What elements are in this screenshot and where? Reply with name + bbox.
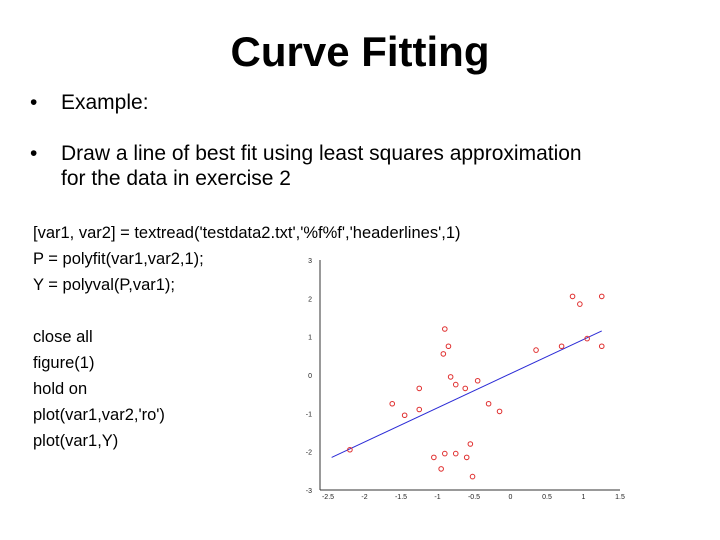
x-tick-label: -0.5 — [468, 494, 480, 501]
data-point — [438, 466, 444, 472]
data-point — [401, 412, 408, 419]
x-tick-label: 0 — [509, 494, 513, 501]
data-point — [462, 385, 469, 392]
data-point — [584, 335, 590, 342]
data-point — [533, 347, 539, 353]
y-tick-label: 2 — [308, 296, 312, 303]
y-tick-label: 0 — [308, 373, 312, 380]
data-point — [577, 301, 583, 307]
code-line: hold on — [33, 380, 88, 398]
data-point — [474, 377, 481, 384]
data-point — [463, 454, 470, 461]
data-point — [431, 454, 437, 461]
data-point — [558, 343, 565, 350]
y-tick-label: 1 — [308, 335, 312, 342]
data-point — [485, 400, 492, 407]
bullet-dot: • — [30, 91, 38, 114]
x-tick-label: 1 — [582, 494, 586, 501]
bullet-line-1: Draw a line of best fit using least squa… — [61, 142, 582, 165]
data-point — [469, 473, 476, 480]
code-block-1: [var1, var2] = textread('testdata2.txt',… — [33, 220, 461, 298]
fit-line — [331, 330, 602, 458]
data-point — [389, 400, 396, 407]
data-point — [452, 381, 459, 388]
data-point — [598, 343, 605, 350]
x-tick-label: 1.5 — [615, 494, 625, 501]
scatter-plot: -2.5 -2 -1.5 -1 -0.5 0 0.5 1 1.5 -3 -2 -1 0 1 2 3 — [306, 258, 625, 501]
data-point — [496, 408, 503, 415]
data-point — [447, 374, 454, 380]
data-point — [452, 450, 459, 457]
x-tick-label: -2.5 — [322, 494, 334, 501]
data-point — [416, 406, 423, 413]
data-point — [598, 293, 605, 300]
x-tick-label: -2 — [361, 494, 367, 501]
data-point — [440, 351, 447, 357]
data-point — [347, 446, 353, 453]
y-tick-label: -1 — [306, 411, 312, 418]
y-tick-label: 3 — [308, 258, 312, 265]
bullet-text: Example: — [61, 91, 149, 114]
code-line: Y = polyval(P,var1); — [33, 276, 176, 294]
bullet-text: Draw a line of best fit using least squa… — [61, 141, 582, 191]
code-line: plot(var1,Y) — [33, 432, 119, 450]
code-line: P = polyfit(var1,var2,1); — [33, 250, 204, 268]
x-tick-label: -1 — [434, 494, 440, 501]
bullet-dot: • — [30, 142, 38, 165]
y-tick-label: -2 — [306, 450, 312, 457]
code-block-2: close all figure(1) hold on plot(var1,va… — [33, 324, 165, 454]
data-point — [442, 450, 448, 457]
slide-title: Curve Fitting — [230, 28, 490, 75]
code-line: [var1, var2] = textread('testdata2.txt',… — [33, 224, 461, 242]
y-tick-label: -3 — [306, 488, 312, 495]
x-tick-label: 0.5 — [542, 494, 552, 501]
code-line: close all — [33, 328, 93, 346]
data-point — [445, 343, 452, 350]
data-point — [467, 441, 474, 447]
data-point — [442, 326, 448, 332]
bullet-line-2: for the data in exercise 2 — [61, 167, 291, 190]
x-tick-label: -1.5 — [395, 494, 407, 501]
code-line: plot(var1,var2,'ro') — [33, 406, 165, 424]
data-point — [416, 385, 423, 392]
data-point — [569, 293, 576, 300]
code-line: figure(1) — [33, 354, 95, 372]
